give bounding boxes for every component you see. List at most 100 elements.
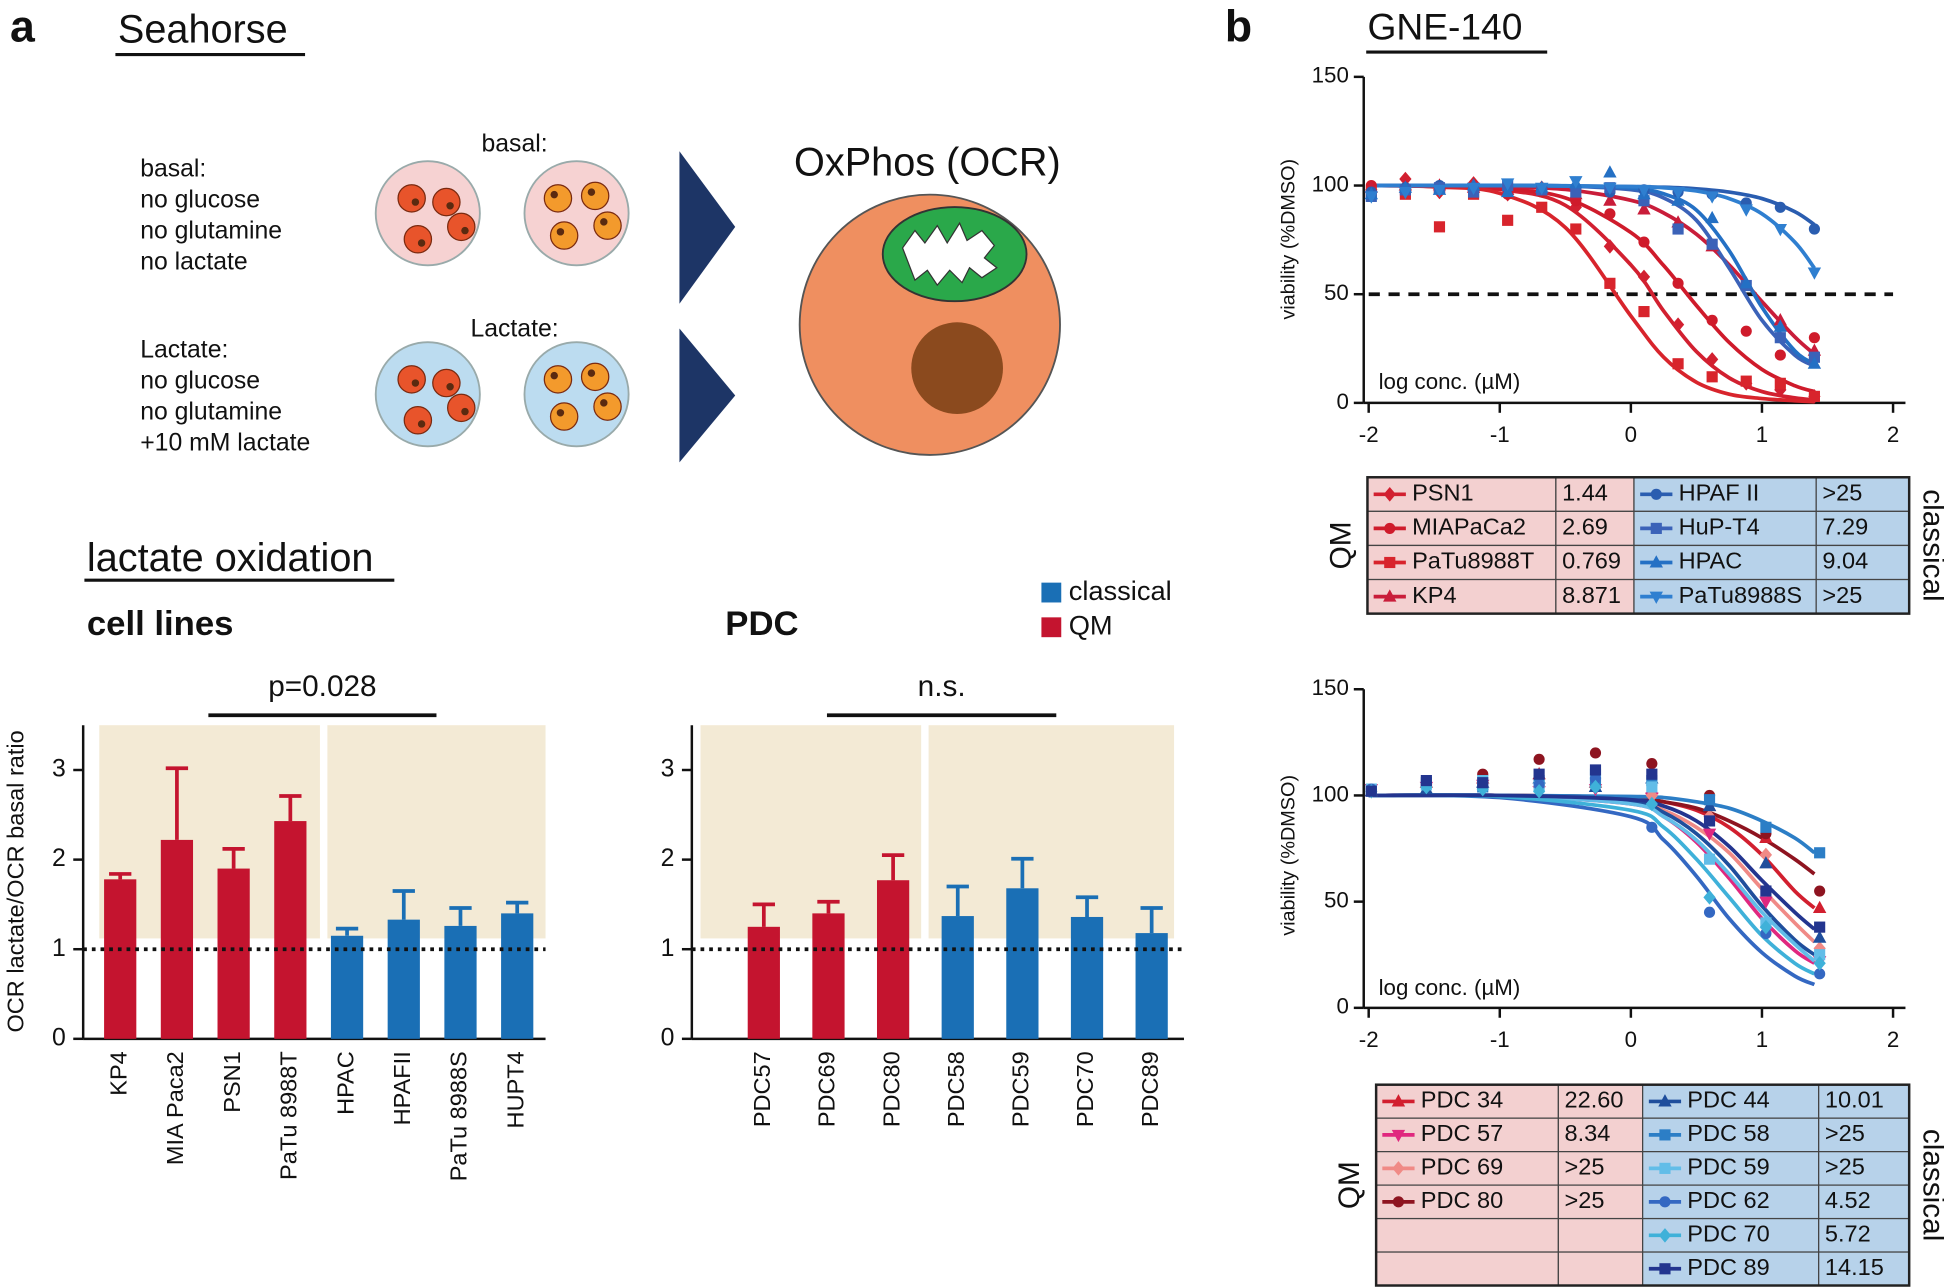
data-point bbox=[1706, 314, 1718, 326]
ic50-label: 4.52 bbox=[1825, 1187, 1871, 1213]
legend-label: PDC 80 bbox=[1421, 1187, 1503, 1213]
y-tick-label: 2 bbox=[661, 845, 675, 872]
x-tick-label: KP4 bbox=[105, 1051, 131, 1096]
table-cell bbox=[1818, 1184, 1910, 1220]
error-bar bbox=[279, 794, 302, 822]
data-point bbox=[1646, 758, 1658, 770]
bar bbox=[387, 919, 420, 1039]
condition: no glucose bbox=[140, 367, 260, 394]
condition: basal: bbox=[140, 155, 206, 182]
table-cell bbox=[1815, 578, 1910, 615]
legend-label: PDC 57 bbox=[1421, 1120, 1503, 1146]
error-bar bbox=[449, 906, 472, 926]
condition: no glucose bbox=[140, 186, 260, 213]
ic50-label: 8.34 bbox=[1565, 1120, 1611, 1146]
error-bar bbox=[1140, 906, 1163, 934]
data-point bbox=[1672, 277, 1684, 289]
y-tick-label: 3 bbox=[52, 756, 66, 783]
data-point bbox=[1807, 356, 1822, 369]
condition: Lactate: bbox=[140, 336, 228, 363]
ic50-label: >25 bbox=[1822, 582, 1862, 608]
error-bar bbox=[335, 926, 359, 936]
x-tick-label: PSN1 bbox=[219, 1051, 245, 1113]
x-tick-label: -1 bbox=[1490, 422, 1510, 447]
cristae bbox=[901, 221, 998, 287]
legend-marker bbox=[1650, 522, 1662, 534]
table-cell bbox=[1555, 510, 1635, 547]
table-cell bbox=[1557, 1251, 1644, 1287]
well-label: Lactate: bbox=[470, 315, 558, 342]
ic50-label: 9.04 bbox=[1822, 548, 1868, 574]
x-tick-label: MIA Paca2 bbox=[162, 1051, 188, 1165]
heading: Seahorse bbox=[118, 8, 288, 52]
x-tick-label: PDC89 bbox=[1137, 1051, 1163, 1127]
panel-label: a bbox=[10, 3, 36, 52]
error-bar bbox=[817, 899, 840, 914]
bar bbox=[812, 913, 845, 1039]
x-tick-label: 1 bbox=[1756, 422, 1768, 447]
x-axis-label: log conc. (µM) bbox=[1379, 369, 1521, 394]
data-point bbox=[1420, 774, 1432, 787]
legend-marker bbox=[1383, 487, 1396, 502]
legend-marker bbox=[1659, 1162, 1671, 1174]
data-point bbox=[1703, 815, 1716, 827]
data-point bbox=[1706, 352, 1719, 367]
data-point bbox=[1646, 821, 1658, 833]
data-point bbox=[1433, 221, 1446, 233]
annotation: p=0.028 bbox=[268, 670, 376, 703]
data-point bbox=[1570, 223, 1582, 235]
legend-label: PDC 89 bbox=[1687, 1254, 1769, 1280]
data-point bbox=[1814, 885, 1826, 897]
y-tick-label: 50 bbox=[1324, 888, 1349, 913]
data-point bbox=[1603, 193, 1617, 206]
y-tick-label: 2 bbox=[52, 845, 66, 872]
heading: lactate oxidation bbox=[87, 536, 374, 580]
bar bbox=[444, 925, 477, 1039]
chart-title: PDC bbox=[725, 605, 798, 643]
data-point bbox=[1532, 783, 1546, 799]
ic50-label: 5.72 bbox=[1825, 1221, 1871, 1247]
ic50-label: >25 bbox=[1822, 480, 1862, 506]
legend-marker bbox=[1392, 1161, 1405, 1176]
legend-label: PDC 70 bbox=[1687, 1221, 1769, 1247]
data-point bbox=[1814, 921, 1826, 933]
x-tick-label: 0 bbox=[1625, 422, 1637, 447]
ic50-label: 10.01 bbox=[1825, 1087, 1884, 1113]
data-point bbox=[1638, 195, 1650, 207]
y-tick-label: 0 bbox=[52, 1024, 66, 1051]
data-point bbox=[1535, 182, 1549, 195]
data-point bbox=[1638, 306, 1650, 318]
data-point bbox=[1703, 853, 1716, 865]
data-point bbox=[1705, 210, 1719, 224]
ic50-label: 0.769 bbox=[1562, 548, 1621, 574]
table-cell bbox=[1555, 578, 1635, 615]
x-tick-label: 0 bbox=[1625, 1027, 1637, 1052]
heading: GNE-140 bbox=[1367, 6, 1522, 48]
bar bbox=[274, 821, 307, 1039]
legend-marker bbox=[1658, 1228, 1672, 1243]
data-point bbox=[1739, 204, 1753, 217]
group-label: classical bbox=[1917, 489, 1944, 601]
data-point bbox=[1814, 968, 1826, 980]
x-axis-label: log conc. (µM) bbox=[1379, 975, 1521, 1000]
data-point bbox=[1589, 772, 1602, 785]
x-tick-label: PDC69 bbox=[814, 1051, 840, 1127]
table-cell bbox=[1557, 1217, 1644, 1253]
ic50-label: 2.69 bbox=[1562, 514, 1608, 540]
legend-label: PDC 62 bbox=[1687, 1187, 1769, 1213]
x-tick-label: PDC59 bbox=[1008, 1051, 1034, 1127]
data-point bbox=[1759, 919, 1773, 935]
fit-curve bbox=[1368, 793, 1816, 931]
legend-label: PDC 69 bbox=[1421, 1154, 1503, 1180]
data-point bbox=[1569, 176, 1583, 189]
x-tick-label: 2 bbox=[1887, 1027, 1899, 1052]
table-cell bbox=[1557, 1184, 1644, 1220]
data-point bbox=[1637, 184, 1651, 198]
table-cell bbox=[1815, 510, 1910, 547]
error-bar bbox=[109, 872, 132, 880]
legend-swatch bbox=[1041, 617, 1062, 638]
data-point bbox=[1533, 768, 1545, 780]
table-cell bbox=[1818, 1217, 1910, 1253]
y-axis-label: OCR lactate/OCR basal ratio bbox=[3, 730, 29, 1032]
